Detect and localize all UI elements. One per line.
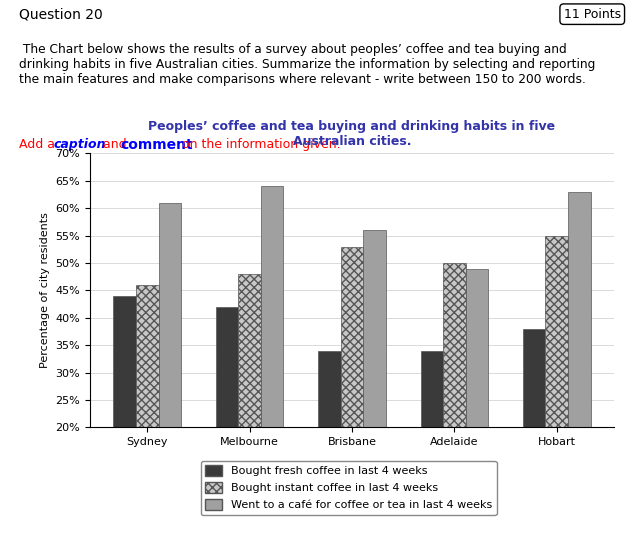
Text: Question 20: Question 20 [19, 8, 103, 22]
Text: The Chart below shows the results of a survey about peoples’ coffee and tea buyi: The Chart below shows the results of a s… [19, 43, 596, 86]
Bar [545, 236, 568, 537]
Legend: Bought fresh coffee in last 4 weeks, Bought instant coffee in last 4 weeks, Went: Bought fresh coffee in last 4 weeks, Bou… [201, 460, 497, 515]
Bar [318, 351, 340, 537]
Y-axis label: Percentage of city residents: Percentage of city residents [40, 213, 49, 368]
Bar [238, 274, 261, 537]
Title: Peoples’ coffee and tea buying and drinking habits in five
Australian cities.: Peoples’ coffee and tea buying and drink… [148, 120, 556, 148]
Bar [136, 285, 159, 537]
Text: and: and [99, 138, 131, 151]
Bar [443, 263, 466, 537]
Bar [159, 203, 181, 537]
Bar [364, 230, 386, 537]
Bar [261, 186, 284, 537]
Text: caption: caption [53, 138, 106, 151]
Text: comment: comment [120, 138, 193, 152]
Bar [216, 307, 238, 537]
Bar [420, 351, 443, 537]
Bar [340, 247, 364, 537]
Bar [113, 296, 136, 537]
Bar [523, 329, 545, 537]
Bar [568, 192, 591, 537]
Bar [466, 269, 488, 537]
Text: Add a: Add a [19, 138, 60, 151]
Text: 11 Points: 11 Points [564, 8, 621, 21]
Text: on the information given.: on the information given. [178, 138, 340, 151]
